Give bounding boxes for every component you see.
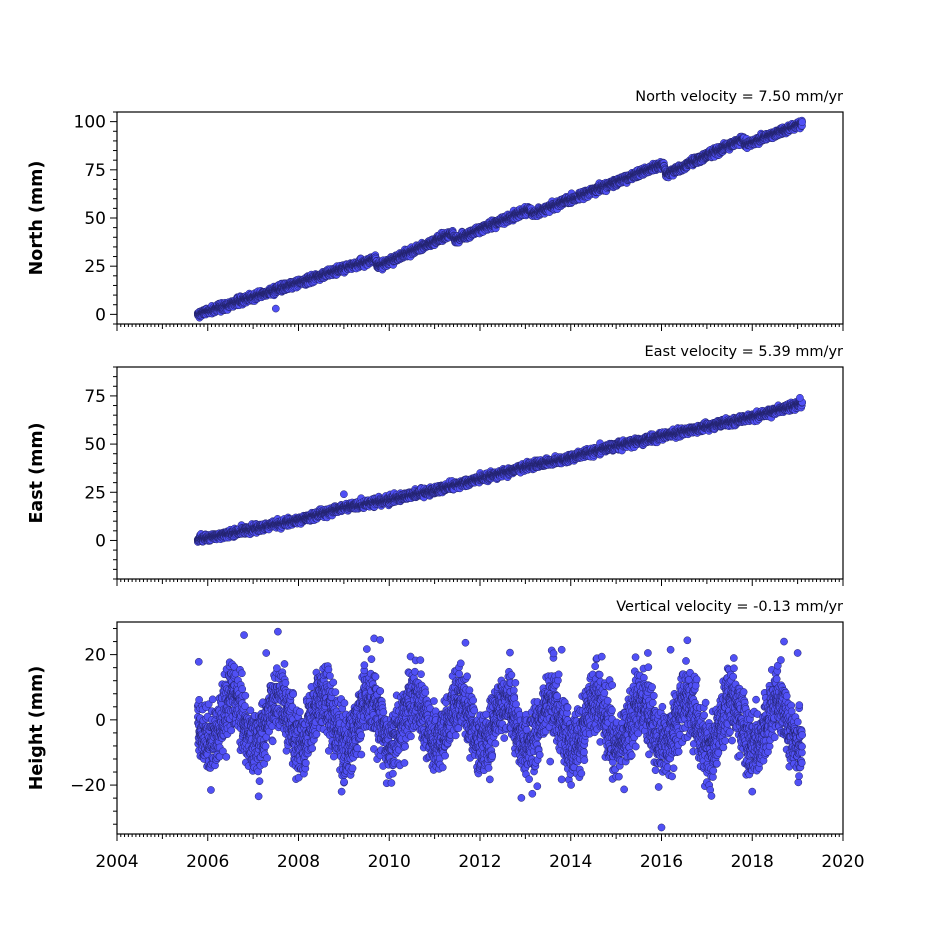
north-y-tick-label: 25 xyxy=(84,257,106,277)
north-data-point xyxy=(798,118,807,127)
north-velocity-title: North velocity = 7.50 mm/yr xyxy=(635,89,843,105)
north-y-axis-label: North (mm) xyxy=(27,161,47,276)
east-data-points xyxy=(193,393,807,546)
north-y-tick-label: 75 xyxy=(84,161,106,181)
north-panel: North velocity = 7.50 mm/yr North (mm) 0 25… xyxy=(27,89,844,331)
north-data-points xyxy=(193,116,807,322)
north-y-tick-label: 0 xyxy=(95,305,106,325)
east-y-axis-label: East (mm) xyxy=(27,422,47,523)
north-outlier-point xyxy=(271,304,280,313)
north-y-tick-label: 50 xyxy=(84,209,106,229)
north-y-tick-label: 100 xyxy=(74,113,106,133)
east-velocity-title: East velocity = 5.39 mm/yr xyxy=(644,344,843,360)
